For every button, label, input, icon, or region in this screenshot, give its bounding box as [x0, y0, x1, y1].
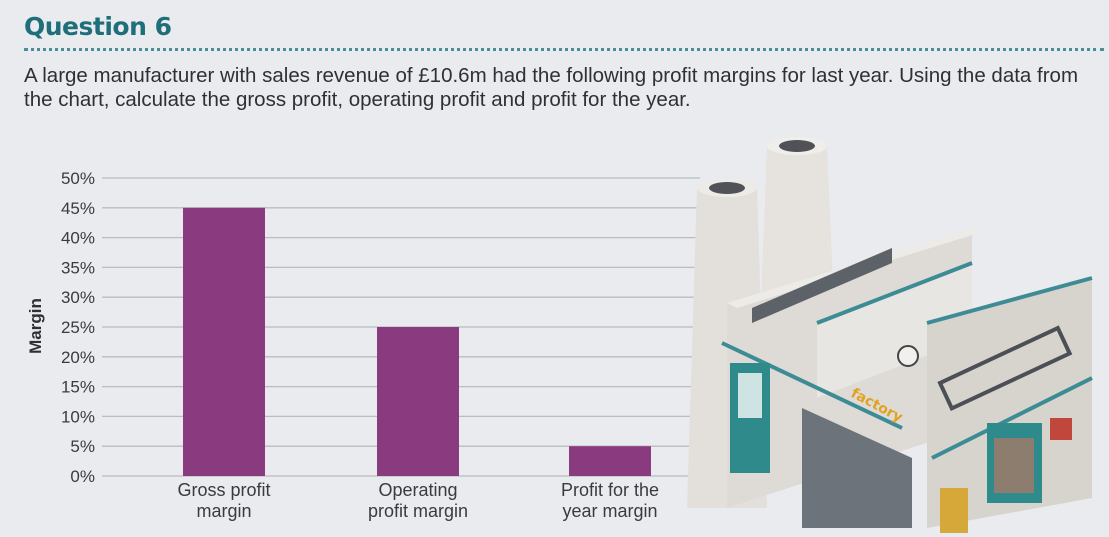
y-tick-label: 15% [61, 378, 95, 397]
bar [377, 327, 459, 476]
bar [569, 446, 651, 476]
bars [183, 207, 651, 477]
x-tick-label: Operating profit margin [368, 480, 468, 521]
x-tick-labels: Gross profit margin Operating profit margin… [177, 480, 659, 521]
x-tick-label: Gross profit margin [177, 480, 270, 521]
y-tick-label: 20% [61, 348, 95, 367]
y-tick-label: 0% [70, 467, 95, 486]
x-tick-label: Profit for the year margin [561, 480, 659, 521]
profit-margin-chart: Margin 0% 5% 10% 15% 20% 25% 30% 35% 40% 45% 50% G… [26, 169, 700, 521]
question-prompt: A large manufacturer with sales revenue … [24, 64, 1079, 111]
factory-illustration: factory [687, 137, 1093, 533]
y-tick-label: 35% [61, 258, 95, 277]
y-tick-labels: 0% 5% 10% 15% 20% 25% 30% 35% 40% 45% 50% [61, 169, 95, 486]
factory-building [721, 228, 1093, 533]
question-heading: Question 6 [24, 12, 172, 41]
y-tick-label: 5% [70, 437, 95, 456]
y-tick-label: 50% [61, 169, 95, 188]
y-tick-label: 25% [61, 318, 95, 337]
bar [183, 207, 265, 477]
dotted-divider [24, 48, 1104, 51]
y-axis-label: Margin [26, 298, 45, 354]
y-tick-label: 45% [61, 199, 95, 218]
y-tick-label: 30% [61, 288, 95, 307]
y-tick-label: 10% [61, 407, 95, 426]
y-tick-label: 40% [61, 229, 95, 248]
